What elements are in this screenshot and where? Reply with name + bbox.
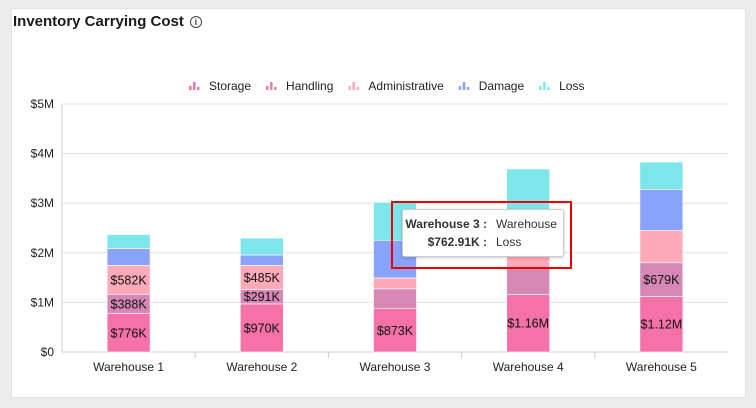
tooltip-value-2: Loss — [496, 235, 522, 249]
legend-icon — [189, 86, 192, 90]
x-tick-label: Warehouse 4 — [493, 360, 564, 374]
data-label: $582K — [111, 273, 148, 287]
bar-segment-damage — [106, 248, 151, 266]
data-label: $679K — [643, 273, 680, 287]
bar-segment-storage — [639, 296, 684, 353]
bar-segment-handling — [506, 267, 551, 295]
data-label: $873K — [377, 324, 414, 338]
data-label: $1.12M — [641, 318, 683, 332]
bar-segment-storage — [106, 313, 151, 353]
data-label: $970K — [244, 321, 281, 335]
y-tick-label: $1M — [31, 295, 54, 309]
bar-segment-administrative — [639, 230, 684, 264]
legend-icon — [352, 82, 355, 90]
data-label: $485K — [244, 271, 281, 285]
y-tick-label: $0 — [41, 345, 55, 359]
bar-segment-storage — [506, 294, 551, 353]
legend-label-storage: Storage — [209, 79, 251, 93]
bar-segment-damage — [639, 189, 684, 231]
bar-segment-loss — [106, 234, 151, 249]
highlight-box — [391, 201, 572, 269]
x-tick-label: Warehouse 2 — [226, 360, 297, 374]
bar-segment-loss — [639, 161, 684, 190]
bar-segment-loss — [240, 237, 284, 256]
legend-icon — [356, 87, 359, 90]
y-tick-label: $3M — [31, 196, 54, 210]
x-tick-label: Warehouse 3 — [360, 360, 431, 374]
bar-segment-administrative — [240, 265, 284, 290]
data-label: $388K — [111, 297, 148, 311]
bar-segment-damage — [240, 254, 284, 266]
legend-icon — [270, 82, 273, 90]
legend-label-loss: Loss — [559, 79, 584, 93]
y-tick-label: $2M — [31, 246, 54, 260]
info-circle-icon[interactable]: i — [189, 16, 202, 28]
legend-icon — [348, 86, 351, 90]
legend-icon — [193, 82, 196, 90]
y-tick-label: $5M — [31, 97, 54, 111]
x-tick-label: Warehouse 5 — [626, 360, 697, 374]
legend-label-administrative: Administrative — [368, 79, 444, 93]
legend-label-handling: Handling — [286, 79, 333, 93]
tooltip-value-1: Warehouse — [496, 217, 557, 231]
bar-segment-handling — [373, 288, 417, 309]
legend-icon — [539, 86, 542, 90]
legend-icon — [462, 82, 466, 90]
legend-icon — [466, 87, 470, 90]
chart-tooltip: Warehouse 3 : Warehouse $762.91K : Loss — [402, 209, 564, 257]
legend-icon — [543, 82, 546, 90]
chart-title-text: Inventory Carrying Cost — [13, 13, 184, 30]
bar-segment-handling — [639, 262, 684, 297]
y-tick-label: $4M — [31, 147, 54, 161]
bar-segment-administrative — [106, 265, 151, 295]
legend-label-damage: Damage — [479, 79, 525, 93]
data-label: $776K — [111, 326, 148, 340]
data-label: $291K — [244, 290, 281, 304]
legend-icon — [547, 87, 550, 90]
legend-icon — [197, 87, 200, 90]
legend-icon — [266, 86, 269, 90]
bar-segment-administrative — [373, 277, 417, 290]
x-tick-label: Warehouse 1 — [93, 360, 164, 374]
data-label: $1.16M — [507, 317, 549, 331]
bar-segment-storage — [240, 303, 284, 353]
legend-icon — [458, 86, 462, 90]
chart-title: Inventory Carrying Cost i — [13, 13, 202, 30]
tooltip-key-1: Warehouse 3 : — [405, 217, 487, 231]
tooltip-key-2: $762.91K : — [427, 235, 487, 249]
legend-icon — [274, 87, 277, 90]
